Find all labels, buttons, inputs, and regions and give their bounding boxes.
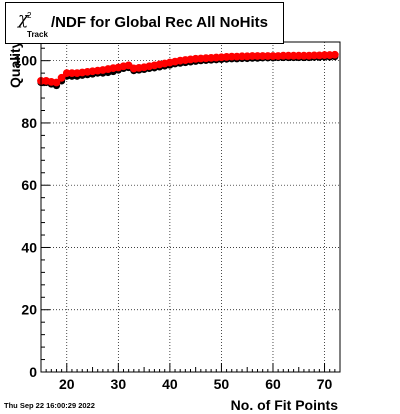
x-axis-label: No. of Fit Points bbox=[231, 397, 339, 413]
y-tick-label: 40 bbox=[21, 239, 37, 255]
data-point bbox=[52, 78, 61, 87]
y-tick-label: 0 bbox=[29, 364, 37, 380]
title-superscript: 2 bbox=[27, 11, 32, 20]
data-point bbox=[330, 50, 339, 59]
x-tick-label: 20 bbox=[59, 376, 75, 392]
x-tick-label: 30 bbox=[111, 376, 127, 392]
x-tick-label: 50 bbox=[214, 376, 230, 392]
data-point bbox=[57, 73, 66, 82]
title-subscript: Track bbox=[27, 30, 48, 39]
grid-layer bbox=[41, 42, 340, 372]
y-tick-label: 100 bbox=[14, 53, 38, 69]
plot-frame bbox=[40, 41, 341, 373]
y-tick-label: 20 bbox=[21, 302, 37, 318]
y-tick-label: 60 bbox=[21, 177, 37, 193]
chart-title-box: χ 2 Track /NDF for Global Rec All NoHits bbox=[5, 2, 284, 44]
timestamp: Thu Sep 22 16:00:29 2022 bbox=[4, 401, 95, 410]
y-tick-label: 80 bbox=[21, 115, 37, 131]
title-chi-symbol: χ bbox=[18, 9, 29, 29]
y-axis-label: Quality bbox=[7, 40, 23, 88]
axis-layer: 20 30 40 50 60 70 0 20 40 60 80 100 bbox=[14, 47, 341, 392]
points-layer bbox=[37, 50, 339, 90]
chart-title: /NDF for Global Rec All NoHits bbox=[51, 14, 268, 31]
x-tick-label: 70 bbox=[317, 376, 333, 392]
x-tick-label: 60 bbox=[265, 376, 281, 392]
x-tick-label: 40 bbox=[162, 376, 178, 392]
